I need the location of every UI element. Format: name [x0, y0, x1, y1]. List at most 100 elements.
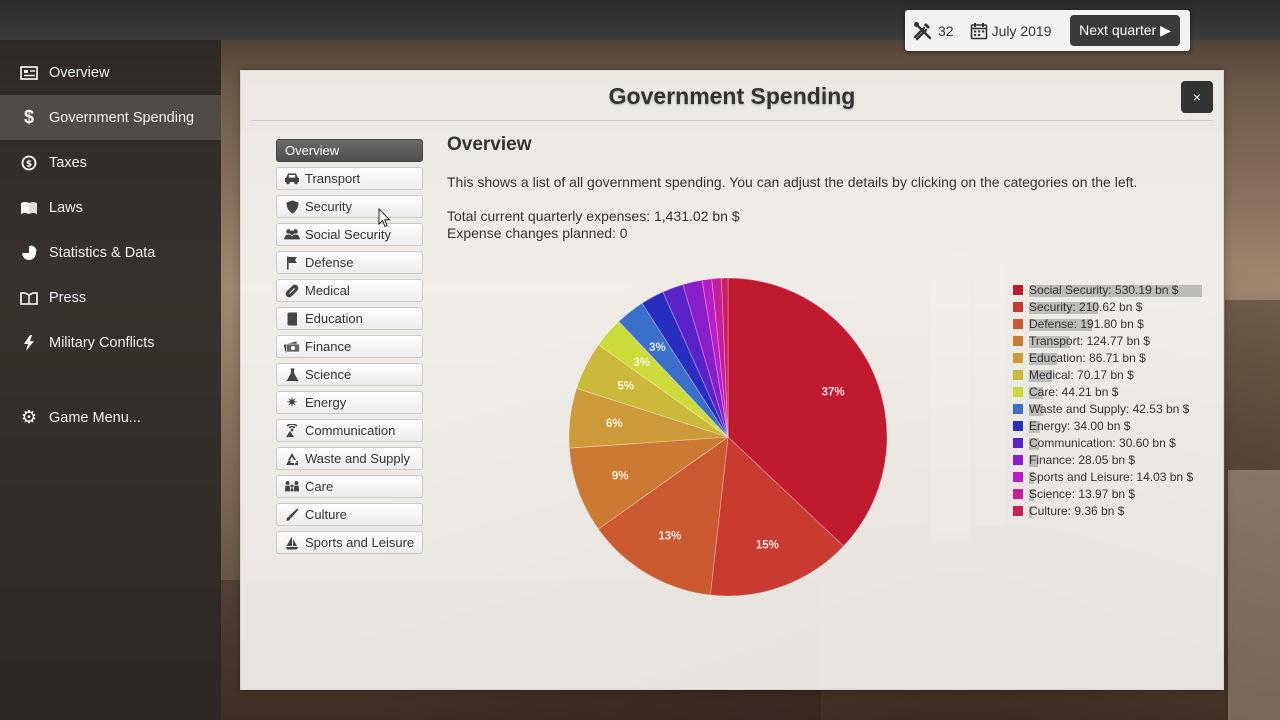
newspaper-icon	[19, 291, 39, 305]
total-expenses: Total current quarterly expenses: 1,431.…	[447, 208, 740, 224]
legend-swatch	[1013, 352, 1023, 363]
legend-value-bar	[1029, 352, 1057, 365]
money-icon	[284, 340, 300, 353]
legend-swatch	[1013, 471, 1023, 482]
pie-slice[interactable]	[568, 436, 730, 530]
legend-swatch	[1013, 454, 1023, 465]
pie-slice[interactable]	[597, 320, 729, 438]
book-icon	[19, 201, 39, 215]
category-culture[interactable]: Culture	[276, 503, 423, 526]
antenna-icon	[284, 423, 300, 438]
legend-text: Care: 44.21 bn $	[1029, 384, 1119, 399]
car-icon	[284, 172, 300, 185]
legend-value-bar	[1029, 437, 1039, 450]
svg-text:$: $	[26, 159, 32, 169]
legend-swatch	[1013, 301, 1023, 312]
legend-text: Finance: 28.05 bn $	[1029, 452, 1136, 467]
category-overview[interactable]: Overview	[276, 139, 423, 162]
legend-item: Culture: 9.36 bn $	[1013, 502, 1124, 519]
spending-pie-chart: 37% 15% 13% 9% 6% 5% 3% 3%	[568, 277, 888, 597]
actions-count: 32	[938, 22, 954, 39]
legend-item: Education: 86.71 bn $	[1013, 349, 1146, 366]
category-label: Energy	[305, 395, 347, 410]
pie-slice[interactable]	[662, 284, 729, 438]
legend-item: Transport: 124.77 bn $	[1013, 332, 1150, 349]
nav-statistics[interactable]: Statistics & Data	[0, 230, 221, 275]
legend-value-bar	[1029, 335, 1070, 348]
people-icon	[284, 228, 300, 241]
pie-slice[interactable]	[641, 291, 729, 438]
category-sports-and-leisure[interactable]: Sports and Leisure	[276, 531, 423, 554]
next-quarter-button[interactable]: Next quarter ▶	[1070, 15, 1180, 46]
legend-text: Culture: 9.36 bn $	[1029, 503, 1125, 518]
pie-slice[interactable]	[711, 277, 729, 438]
legend-label: Education: 86.71 bn $	[1029, 351, 1146, 365]
category-label: Medical	[305, 283, 350, 298]
legend-text: Education: 86.71 bn $	[1029, 350, 1146, 365]
divider	[251, 120, 1213, 121]
legend-value-bar	[1029, 301, 1098, 314]
category-education[interactable]: Education	[276, 307, 423, 330]
legend-swatch	[1013, 386, 1023, 397]
legend-swatch	[1013, 437, 1023, 448]
nav-label: Overview	[49, 64, 110, 81]
category-communication[interactable]: Communication	[276, 419, 423, 442]
nav-label: Statistics & Data	[49, 244, 156, 261]
close-button[interactable]: ×	[1181, 81, 1213, 113]
pie-slice[interactable]	[568, 387, 729, 449]
legend-value-bar	[1029, 471, 1034, 484]
category-energy[interactable]: ✷ Energy	[276, 391, 423, 414]
nav-overview[interactable]: Overview	[0, 50, 221, 95]
category-transport[interactable]: Transport	[276, 167, 423, 190]
nav-government-spending[interactable]: $ Government Spending	[0, 95, 221, 140]
category-label: Social Security	[305, 227, 391, 242]
category-security[interactable]: Security	[276, 195, 423, 218]
nav-press[interactable]: Press	[0, 275, 221, 320]
category-label: Overview	[285, 143, 340, 158]
nav-laws[interactable]: Laws	[0, 185, 221, 230]
nav-label: Laws	[49, 199, 83, 216]
legend-value-bar	[1029, 420, 1040, 433]
category-social-security[interactable]: Social Security	[276, 223, 423, 246]
category-science[interactable]: Science	[276, 363, 423, 386]
legend-text: Social Security: 530.19 bn $	[1029, 282, 1179, 297]
legend-swatch	[1013, 403, 1023, 414]
content-title: Overview	[447, 134, 532, 155]
category-medical[interactable]: Medical	[276, 279, 423, 302]
pie-percent-label: 5%	[617, 381, 634, 393]
category-label: Science	[305, 367, 352, 382]
legend-label: Defense: 191.80 bn $	[1029, 317, 1144, 331]
legend-text: Science: 13.97 bn $	[1029, 486, 1136, 501]
nav-military-conflicts[interactable]: Military Conflicts	[0, 320, 221, 365]
legend-value-bar	[1029, 386, 1043, 399]
category-defense[interactable]: Defense	[276, 251, 423, 274]
pie-slice[interactable]	[721, 277, 729, 438]
flag-icon	[284, 256, 300, 270]
family-icon	[284, 480, 300, 493]
category-waste-and-supply[interactable]: Waste and Supply	[276, 447, 423, 470]
legend-label: Science: 13.97 bn $	[1029, 487, 1135, 501]
planned-changes: Expense changes planned: 0	[447, 225, 628, 241]
pie-percent-label: 37%	[822, 387, 845, 399]
nav-game-menu[interactable]: ⚙ Game Menu...	[0, 395, 221, 440]
status-widget: 32 July 2019 Next quarter ▶	[905, 10, 1190, 51]
legend-label: Care: 44.21 bn $	[1029, 385, 1118, 399]
category-care[interactable]: Care	[276, 475, 423, 498]
panel-title: Government Spending	[608, 83, 856, 109]
pie-slice[interactable]	[597, 436, 729, 596]
legend-text: Communication: 30.60 bn $	[1029, 435, 1176, 450]
pie-slice[interactable]	[709, 436, 845, 597]
category-label: Education	[305, 311, 363, 326]
pie-slice[interactable]	[682, 279, 729, 438]
pie-slice[interactable]	[618, 302, 729, 438]
legend-label: Finance: 28.05 bn $	[1029, 453, 1135, 467]
category-finance[interactable]: Finance	[276, 335, 423, 358]
legend-item: Medical: 70.17 bn $	[1013, 366, 1134, 383]
pie-slice[interactable]	[701, 278, 729, 438]
dollar-icon: $	[23, 107, 34, 127]
nav-taxes[interactable]: $ Taxes	[0, 140, 221, 185]
category-label: Finance	[305, 339, 352, 354]
shield-icon	[284, 200, 300, 214]
pie-slice[interactable]	[727, 277, 888, 547]
pie-slice[interactable]	[576, 344, 729, 438]
